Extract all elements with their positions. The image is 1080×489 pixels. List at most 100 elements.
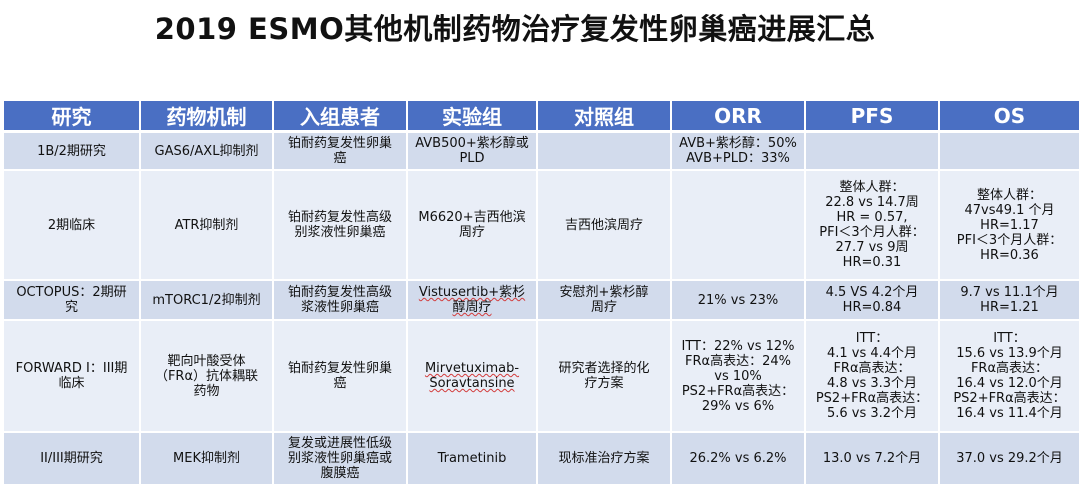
cell-control-line: 疗方案 xyxy=(584,376,624,391)
cell-experimental: AVB500+紫杉醇或 PLD xyxy=(407,131,538,171)
cell-patients: 铂耐药复发性卵巢癌 xyxy=(273,131,408,171)
cell-mechanism: GAS6/AXL抑制剂 xyxy=(140,131,274,171)
cell-pfs-line: 4.5 VS 4.2个月 xyxy=(825,285,919,300)
cell-os-line: HR=1.17 xyxy=(980,217,1039,233)
cell-experimental-line: Soravtansine xyxy=(429,376,515,391)
cell-pfs-line: 4.1 vs 4.4个月 xyxy=(826,346,918,361)
header-experimental: 实验组 xyxy=(407,101,538,133)
cell-pfs-line: 5.6 vs 3.2个月 xyxy=(826,406,918,421)
cell-patients: 复发或进展性低级 别浆液性卵巢癌或 腹膜癌 xyxy=(273,432,408,486)
cell-os-line: 15.6 vs 13.9个月 xyxy=(956,346,1063,361)
cell-patients-line: 癌 xyxy=(333,151,347,166)
cell-experimental-line: Vistusertib+紫杉 xyxy=(418,285,526,300)
cell-pfs-line: HR = 0.57, xyxy=(836,210,908,225)
cell-patients-line: 别浆液性卵巢癌或 xyxy=(287,451,392,466)
cell-orr-line: AVB+紫杉醇：50% xyxy=(679,136,797,151)
cell-control-line: 周疗 xyxy=(590,300,617,315)
table-row: 2期临床 ATR抑制剂 铂耐药复发性高级 别浆液性卵巢癌 M6620+吉西他滨 周疗 吉西他… xyxy=(4,170,1080,281)
cell-study-line: FORWARD I：III期 xyxy=(15,361,128,376)
cell-patients: 铂耐药复发性高级 浆液性卵巢癌 xyxy=(273,280,408,321)
cell-os-line: 16.4 vs 11.4个月 xyxy=(956,406,1063,421)
cell-experimental-line: AVB500+紫杉醇或 xyxy=(415,136,529,151)
cell-pfs: 整体人群： 22.8 vs 14.7周 HR = 0.57, PFI＜3个月人群： 27… xyxy=(805,170,940,281)
cell-mechanism: MEK抑制剂 xyxy=(140,432,274,486)
cell-study-line: OCTOPUS：2期研 xyxy=(16,285,127,300)
cell-orr-line: 26.2% vs 6.2% xyxy=(689,451,787,466)
cell-orr: ITT：22% vs 12% FRα高表达：24% vs 10% PS2+FRα高表达… xyxy=(671,320,806,433)
table-row: OCTOPUS：2期研究 mTORC1/2抑制剂 铂耐药复发性高级 浆液性卵巢癌 Vis… xyxy=(4,280,1080,321)
cell-study: OCTOPUS：2期研究 xyxy=(4,280,141,321)
cell-os-line: HR=1.21 xyxy=(980,300,1039,315)
cell-mechanism-line: GAS6/AXL抑制剂 xyxy=(154,143,259,159)
cell-control: 吉西他滨周疗 xyxy=(537,170,672,281)
cell-experimental: Vistusertib+紫杉 醇周疗 xyxy=(407,280,538,321)
cell-orr-line: FRα高表达：24% xyxy=(685,353,791,369)
cell-orr-line: 29% vs 6% xyxy=(701,398,775,414)
cell-mechanism-line: 靶向叶酸受体 xyxy=(167,353,246,369)
cell-orr-line: vs 10% xyxy=(714,368,762,384)
cell-experimental-line: PLD xyxy=(459,151,485,166)
header-orr: ORR xyxy=(671,101,806,133)
cell-mechanism-line: mTORC1/2抑制剂 xyxy=(152,292,261,308)
header-control: 对照组 xyxy=(537,101,672,133)
table-row: FORWARD I：III期 临床 靶向叶酸受体 （FRα）抗体耦联 药物 铂耐药复发性卵… xyxy=(4,320,1080,433)
cell-experimental: M6620+吉西他滨 周疗 xyxy=(407,170,538,281)
cell-pfs-line: PFI＜3个月人群： xyxy=(819,225,925,240)
table-row: 1B/2期研究 GAS6/AXL抑制剂 铂耐药复发性卵巢癌 AVB500+紫杉醇或 PL… xyxy=(4,131,1080,171)
cell-patients-line: 复发或进展性低级 xyxy=(287,436,392,451)
cell-experimental: Mirvetuximab- Soravtansine xyxy=(407,320,538,433)
cell-patients-line: 铂耐药复发性卵巢 xyxy=(287,361,392,376)
cell-patients: 铂耐药复发性卵巢癌 xyxy=(273,320,408,433)
cell-mechanism-line: 药物 xyxy=(193,383,220,399)
cell-mechanism-line: MEK抑制剂 xyxy=(173,451,240,466)
cell-os: 整体人群： 47vs49.1 个月 HR=1.17 PFI＜3个月人群： HR=0.36 xyxy=(939,170,1080,281)
cell-orr xyxy=(671,170,806,281)
cell-mechanism: ATR抑制剂 xyxy=(140,170,274,281)
cell-pfs: ITT： 4.1 vs 4.4个月 FRα高表达： 4.8 vs 3.3个月 PS2+F… xyxy=(805,320,940,433)
cell-pfs-line: HR=0.31 xyxy=(842,255,902,270)
cell-study-line: 究 xyxy=(64,300,78,315)
cell-os-line: FRα高表达： xyxy=(970,361,1049,376)
cell-os-line: PS2+FRα高表达： xyxy=(953,391,1066,406)
cell-orr-line: 21% vs 23% xyxy=(697,292,779,308)
cell-pfs-line: 13.0 vs 7.2个月 xyxy=(822,451,922,466)
cell-control xyxy=(537,131,672,171)
summary-table-container: 研究 药物机制 入组患者 实验组 对照组 ORR PFS OS 1B/2期研究 G… xyxy=(4,101,1080,489)
cell-control: 现标准治疗方案 xyxy=(537,432,672,486)
table-header-row: 研究 药物机制 入组患者 实验组 对照组 ORR PFS OS xyxy=(4,101,1080,133)
cell-os-line: 9.7 vs 11.1个月 xyxy=(960,285,1059,300)
cell-experimental-line: Trametinib xyxy=(437,451,507,466)
cell-pfs-line: 27.7 vs 9周 xyxy=(835,240,909,255)
cell-mechanism: 靶向叶酸受体 （FRα）抗体耦联 药物 xyxy=(140,320,274,433)
cell-patients: 铂耐药复发性高级 别浆液性卵巢癌 xyxy=(273,170,408,281)
cell-pfs-line: ITT： xyxy=(855,331,889,346)
cell-pfs xyxy=(805,131,940,171)
cell-orr: 21% vs 23% xyxy=(671,280,806,321)
cell-pfs-line: PS2+FRα高表达： xyxy=(815,391,929,406)
cell-study: II/III期研究 xyxy=(4,432,141,486)
cell-orr-line: ITT：22% vs 12% xyxy=(681,338,795,354)
header-mechanism: 药物机制 xyxy=(140,101,274,133)
cell-orr: AVB+紫杉醇：50% AVB+PLD：33% xyxy=(671,131,806,171)
cell-mechanism-line: ATR抑制剂 xyxy=(174,217,239,233)
cell-orr: 26.2% vs 6.2% xyxy=(671,432,806,486)
cell-os-line: 37.0 vs 29.2个月 xyxy=(956,451,1063,466)
cell-control-line: 吉西他滨周疗 xyxy=(564,217,643,233)
cell-os: 37.0 vs 29.2个月 xyxy=(939,432,1080,486)
cell-pfs-line: FRα高表达： xyxy=(833,361,911,376)
cell-os-line: 整体人群： xyxy=(976,187,1042,203)
cell-control-line: 现标准治疗方案 xyxy=(558,451,650,466)
table-row: II/III期研究 MEK抑制剂 复发或进展性低级 别浆液性卵巢癌或 腹膜癌 Tramet… xyxy=(4,432,1080,486)
header-study: 研究 xyxy=(4,101,141,133)
cell-os-line: PFI＜3个月人群： xyxy=(956,232,1063,248)
cell-mechanism: mTORC1/2抑制剂 xyxy=(140,280,274,321)
cell-experimental-line: M6620+吉西他滨 xyxy=(418,210,526,225)
cell-os-line: ITT： xyxy=(993,331,1026,346)
header-patients: 入组患者 xyxy=(273,101,408,133)
cell-patients-line: 腹膜癌 xyxy=(320,466,360,481)
summary-table: 研究 药物机制 入组患者 实验组 对照组 ORR PFS OS 1B/2期研究 G… xyxy=(4,101,1080,486)
cell-orr-line: PS2+FRα高表达： xyxy=(681,383,795,399)
cell-experimental-line: Mirvetuximab- xyxy=(424,361,520,376)
cell-os: 9.7 vs 11.1个月 HR=1.21 xyxy=(939,280,1080,321)
cell-control: 研究者选择的化 疗方案 xyxy=(537,320,672,433)
